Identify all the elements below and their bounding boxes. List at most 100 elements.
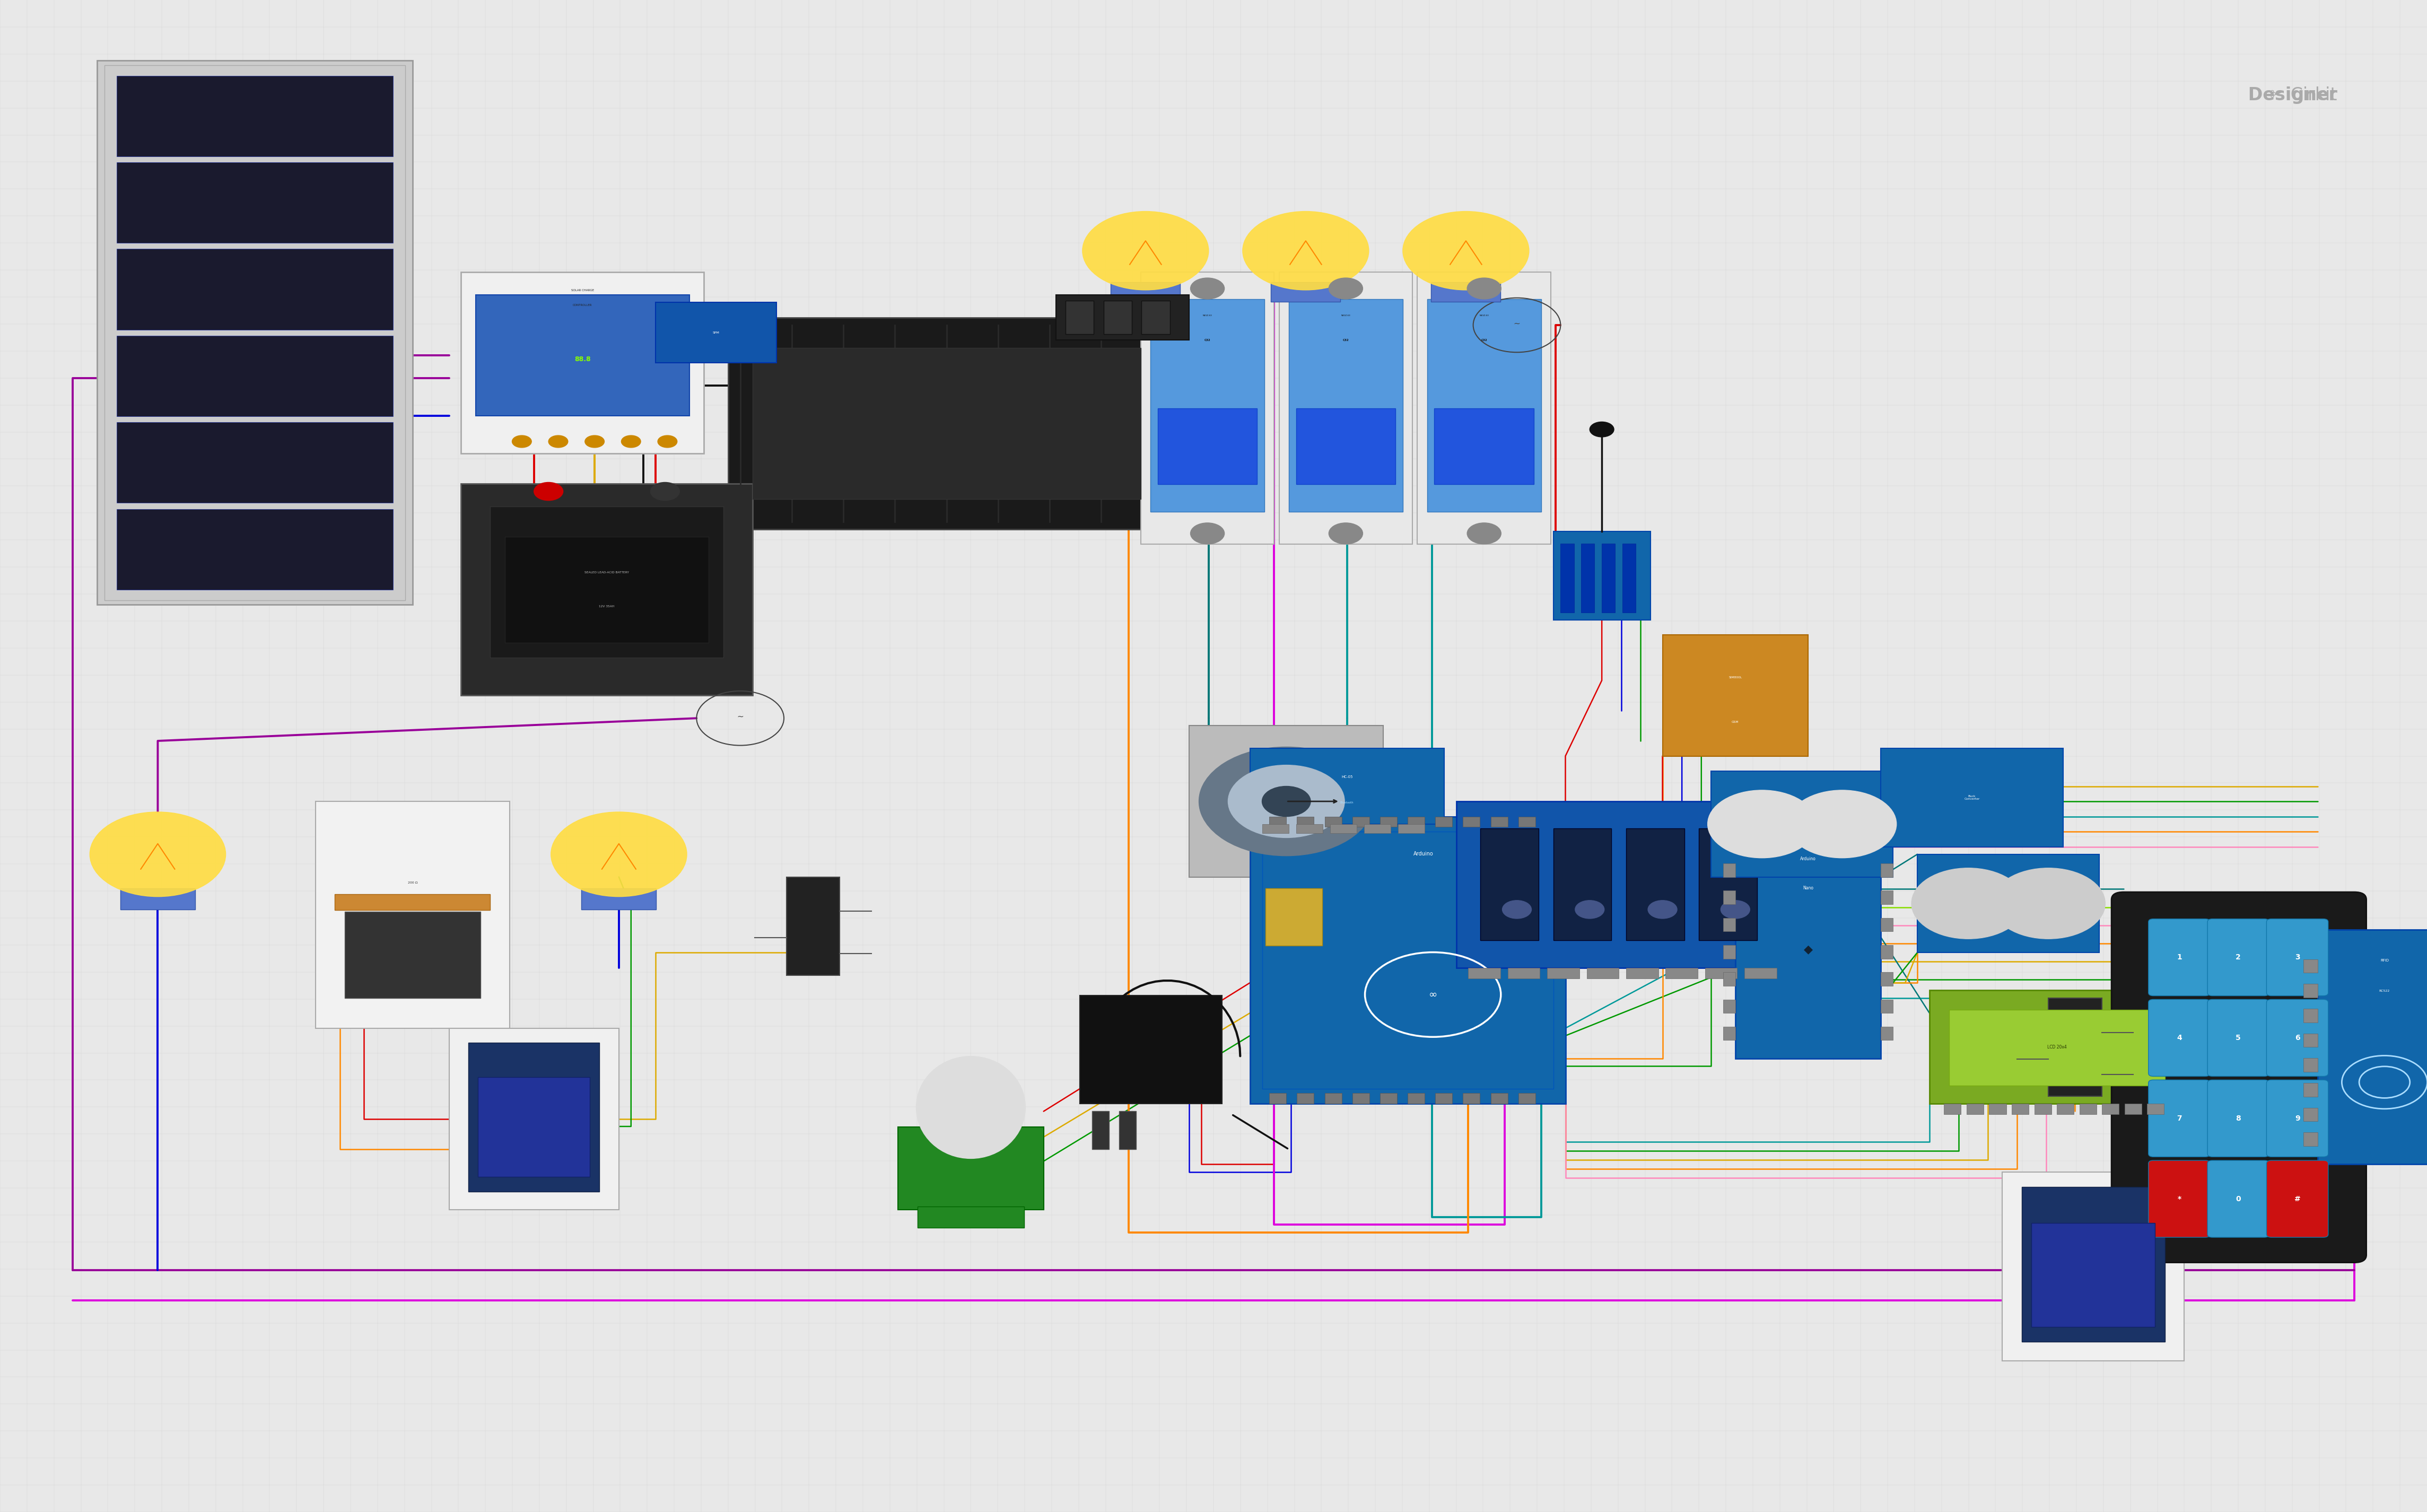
Text: 4: 4 (2177, 1034, 2182, 1042)
Bar (1881, 945, 1893, 959)
FancyBboxPatch shape (2267, 999, 2327, 1077)
Circle shape (585, 435, 604, 448)
Bar (1296, 1093, 1313, 1104)
Bar (1269, 816, 1286, 827)
Text: *: * (2177, 1194, 2182, 1202)
Bar (1949, 1010, 2165, 1086)
Circle shape (534, 482, 563, 500)
Text: C32: C32 (1342, 339, 1349, 342)
Bar (2012, 1104, 2029, 1114)
Bar (116, 336, 393, 416)
Text: LCD 20x4: LCD 20x4 (2046, 1045, 2068, 1049)
Bar (1364, 824, 1391, 833)
Bar (1279, 272, 1413, 544)
Text: 8: 8 (2235, 1114, 2240, 1122)
Circle shape (1328, 523, 1362, 544)
Bar (1881, 999, 1893, 1013)
Bar (1881, 748, 2063, 847)
Circle shape (1328, 278, 1362, 299)
Bar (1250, 816, 1565, 1104)
Bar (1723, 999, 1735, 1013)
Text: CONTROLLER: CONTROLLER (573, 304, 592, 307)
Text: #: # (2294, 1194, 2301, 1202)
Bar (1881, 1027, 1893, 1040)
Text: C32: C32 (1204, 339, 1211, 342)
Bar (116, 249, 393, 330)
Circle shape (1228, 765, 1345, 838)
Circle shape (1721, 901, 1750, 919)
Bar (1546, 968, 1580, 978)
Circle shape (1575, 901, 1604, 919)
Circle shape (1243, 212, 1369, 290)
Bar (1080, 995, 1223, 1104)
Bar (1561, 544, 1573, 612)
Bar (116, 510, 393, 590)
Bar (2031, 1223, 2155, 1328)
Bar (2102, 1104, 2119, 1114)
Text: ∞: ∞ (1430, 989, 1437, 999)
Circle shape (1993, 868, 2104, 939)
Text: Designer: Designer (2192, 86, 2337, 104)
FancyBboxPatch shape (2111, 892, 2366, 1263)
Bar (1626, 968, 1658, 978)
Circle shape (90, 812, 226, 897)
Bar (1141, 301, 1170, 334)
Bar (2002, 1172, 2184, 1361)
Bar (1881, 972, 1893, 986)
Bar (786, 877, 840, 975)
Circle shape (1403, 212, 1529, 290)
Bar (1463, 816, 1480, 827)
Bar (1580, 544, 1595, 612)
Text: NB1Z-63: NB1Z-63 (1342, 314, 1349, 318)
FancyBboxPatch shape (2148, 919, 2211, 996)
Bar (1480, 829, 1539, 940)
Bar (1723, 1027, 1735, 1040)
Bar (1325, 816, 1342, 827)
Text: 6: 6 (2296, 1034, 2301, 1042)
Bar (505, 537, 709, 643)
Bar (116, 162, 393, 243)
Text: 9: 9 (2296, 1114, 2301, 1122)
Bar (728, 318, 1165, 529)
Bar (490, 507, 723, 658)
Bar (1626, 829, 1684, 940)
FancyBboxPatch shape (2148, 999, 2211, 1077)
Bar (2318, 930, 2427, 1164)
Text: CHNT: CHNT (1204, 290, 1211, 292)
Bar (2303, 1009, 2318, 1022)
Bar (1289, 299, 1403, 511)
Text: 1: 1 (2177, 954, 2182, 962)
Text: Arduino: Arduino (1801, 856, 1815, 862)
Bar (1881, 918, 1893, 931)
Text: 5: 5 (2235, 1034, 2240, 1042)
Circle shape (1590, 422, 1614, 437)
Bar (1398, 824, 1425, 833)
Text: Bluetooth: Bluetooth (1340, 801, 1354, 804)
Bar (1141, 272, 1274, 544)
Bar (121, 888, 194, 909)
Bar (461, 484, 752, 696)
Bar (1434, 1093, 1451, 1104)
Text: ~: ~ (738, 712, 743, 721)
Bar (1553, 829, 1612, 940)
Bar (1723, 945, 1735, 959)
Circle shape (650, 482, 680, 500)
Text: 12V 35AH: 12V 35AH (599, 605, 614, 608)
Bar (1432, 283, 1500, 302)
Bar (1723, 972, 1735, 986)
Bar (1917, 854, 2099, 953)
Bar (1264, 888, 1323, 947)
Ellipse shape (915, 1057, 1024, 1158)
Bar (449, 1028, 619, 1210)
FancyBboxPatch shape (2209, 1080, 2269, 1157)
FancyBboxPatch shape (2267, 919, 2327, 996)
Circle shape (1912, 868, 2024, 939)
Bar (1602, 544, 1614, 612)
Bar (2148, 1104, 2165, 1114)
Bar (2303, 1132, 2318, 1146)
Bar (582, 888, 655, 909)
Bar (2303, 959, 2318, 972)
Text: 0: 0 (2235, 1194, 2240, 1202)
Text: CHNT: CHNT (1480, 290, 1488, 292)
Bar (1158, 408, 1257, 484)
